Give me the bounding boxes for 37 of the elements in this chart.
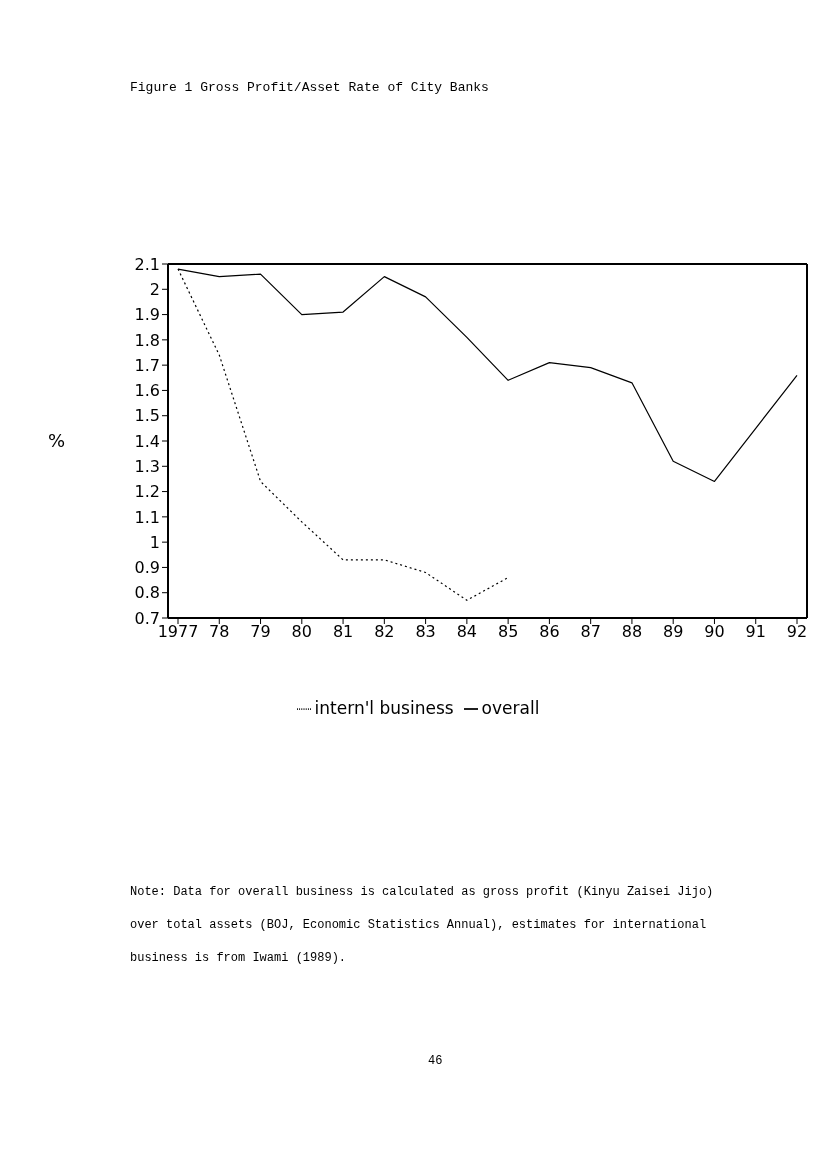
text: Note: Data for overall business is calculated as gross profit (Kinyu Zaisei Jijo) over total assets (BOJ, Economic Statistics Annual), estimates for international business is from Iwami (1989). bbox=[130, 885, 714, 965]
x-tick-label: 81 bbox=[332, 622, 354, 642]
text: 46 bbox=[428, 1054, 443, 1068]
y-tick-label: 1.4 bbox=[134, 431, 160, 451]
x-tick-label: 91 bbox=[745, 622, 766, 642]
y-tick-label: 1.2 bbox=[134, 482, 160, 502]
y-tick-label: 1.1 bbox=[134, 507, 160, 527]
y-tick-label: 2 bbox=[149, 279, 160, 299]
y-tick-label: 0.7 bbox=[134, 608, 160, 628]
y-tick-label: 1.3 bbox=[134, 456, 160, 476]
y-tick-label: 1.6 bbox=[134, 381, 160, 401]
x-tick-label: 80 bbox=[291, 622, 312, 642]
y-axis-title: % bbox=[48, 430, 66, 452]
x-tick-label: 86 bbox=[539, 622, 560, 642]
x-tick-label: 87 bbox=[580, 622, 601, 642]
legend-label: intern'l business bbox=[314, 698, 454, 718]
x-tick-label: 82 bbox=[374, 622, 395, 642]
chart-title: Figure 1 Gross Profit/Asset Rate of City Banks bbox=[130, 80, 489, 95]
y-tick-label: 0.9 bbox=[134, 558, 160, 578]
x-tick-label: 78 bbox=[209, 622, 230, 642]
y-tick-label: 1.8 bbox=[134, 330, 160, 350]
y-tick-label: 2.1 bbox=[134, 254, 160, 274]
y-tick-label: 0.8 bbox=[134, 583, 160, 603]
x-tick-label: 90 bbox=[704, 622, 725, 642]
legend-label: overall bbox=[481, 698, 540, 718]
y-tick-label: 1.7 bbox=[134, 355, 160, 375]
x-tick-label: 88 bbox=[621, 622, 643, 642]
x-tick-label: 84 bbox=[456, 622, 478, 642]
x-tick-label: 1977 bbox=[157, 622, 199, 642]
y-tick-label: 1.5 bbox=[134, 406, 160, 426]
y-tick-label: 1.9 bbox=[134, 305, 160, 325]
x-tick-label: 89 bbox=[663, 622, 684, 642]
x-tick-label: 83 bbox=[415, 622, 436, 642]
x-tick-label: 92 bbox=[786, 622, 808, 642]
x-tick-label: 79 bbox=[250, 622, 271, 642]
x-tick-label: 85 bbox=[497, 622, 519, 642]
y-tick-label: 1 bbox=[149, 532, 160, 552]
